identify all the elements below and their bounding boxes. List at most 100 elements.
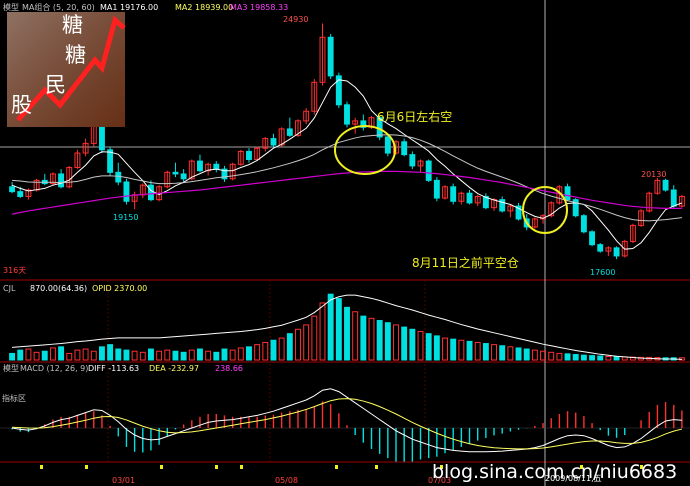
candle-body	[74, 152, 81, 169]
volume-bar	[107, 344, 114, 361]
volume-bar	[335, 298, 342, 361]
candle-body	[17, 191, 24, 197]
candle-body	[638, 210, 645, 226]
volume-bar	[188, 349, 195, 361]
volume-bar	[17, 349, 24, 361]
candle-body	[286, 128, 293, 136]
candle-body	[221, 168, 228, 180]
volume-bar	[499, 345, 506, 361]
date-tick-3: 07/03	[428, 476, 451, 485]
volume-bar	[515, 347, 522, 361]
candle-body	[572, 199, 579, 217]
volume-bar	[409, 328, 416, 361]
ma1-value: MA1 19176.00	[100, 3, 158, 12]
candle-body	[564, 186, 571, 201]
volume-bar	[450, 338, 457, 361]
indicator-tab[interactable]: 指标区	[2, 393, 26, 403]
volume-bar	[572, 354, 579, 361]
candle-body	[482, 195, 489, 209]
volume-bar	[131, 350, 138, 361]
volume-bar	[25, 348, 32, 361]
macd-dea: DEA -232.97	[149, 364, 199, 373]
volume-bar	[41, 350, 48, 361]
volume-bar	[352, 311, 359, 361]
candle-body	[311, 81, 318, 112]
volume-bar	[49, 347, 56, 361]
event-marker	[215, 465, 218, 469]
opid-line	[12, 294, 682, 360]
candle-body	[589, 231, 596, 246]
candle-body	[344, 104, 350, 125]
cjl-label: CJL	[3, 284, 16, 293]
volume-bar	[148, 348, 154, 361]
moving-average-lines	[11, 79, 683, 250]
candle-body	[262, 138, 269, 149]
macd-diff-line	[11, 388, 682, 453]
candle-body	[229, 163, 236, 180]
volume-bar	[74, 349, 81, 361]
candle-body	[254, 147, 261, 160]
volume-bar	[58, 346, 65, 361]
event-marker	[580, 465, 583, 469]
volume-bar	[613, 356, 620, 361]
volume-bar	[327, 293, 334, 361]
macd-panel	[0, 388, 690, 462]
volume-bar	[82, 348, 89, 361]
volume-bar	[556, 352, 563, 361]
volume-bar	[482, 343, 489, 361]
opid-value: OPID 2370.00	[92, 284, 147, 293]
candle-body	[295, 120, 301, 136]
volume-bar	[344, 306, 350, 361]
candle-body	[474, 195, 481, 204]
volume-bar	[597, 355, 604, 361]
candle-body	[646, 192, 653, 212]
candle-body	[433, 179, 440, 199]
candle-body	[597, 244, 604, 252]
volume-bar	[180, 351, 187, 361]
candle-body	[613, 247, 620, 257]
candle-body	[9, 186, 16, 193]
candle-body	[442, 186, 448, 199]
event-marker	[85, 465, 88, 469]
candle-body	[678, 195, 685, 207]
volume-bar	[466, 340, 473, 361]
logo-char-1: 糖	[62, 13, 83, 37]
candle-body	[409, 154, 416, 167]
high-price-label-2: 20130	[641, 170, 666, 179]
candle-body	[360, 120, 367, 128]
volume-bar	[523, 348, 530, 361]
volume-bar	[172, 350, 179, 361]
candle-body	[417, 160, 424, 167]
volume-bar	[540, 350, 546, 361]
candle-body	[148, 184, 154, 201]
ma3-value: MA3 19858.33	[230, 3, 288, 12]
candle-body	[629, 224, 636, 242]
annotation-sell-short: 6月6日左右空	[377, 109, 452, 124]
cursor-date: 2009/08/11,五	[545, 474, 602, 483]
event-marker	[640, 465, 643, 469]
high-price-label: 24930	[283, 15, 308, 24]
volume-bar	[156, 350, 163, 361]
candle-body	[393, 141, 399, 154]
low-price-label-2: 17600	[590, 268, 615, 277]
volume-bar	[221, 348, 228, 361]
volume-bar	[295, 328, 301, 361]
candle-body	[270, 138, 277, 146]
candle-body	[58, 173, 65, 188]
volume-bar	[531, 349, 538, 361]
candle-body	[654, 179, 661, 194]
ma-long-line	[11, 170, 682, 215]
days-label: 316天	[3, 266, 26, 275]
candle-body	[605, 247, 612, 252]
candle-body	[401, 141, 408, 156]
volume-bar	[425, 333, 432, 361]
volume-bar	[589, 355, 596, 361]
volume-bar	[139, 351, 146, 361]
ma-short-line	[11, 79, 683, 250]
candle-body	[458, 192, 465, 202]
volume-bar	[213, 351, 220, 361]
volume-bar	[433, 335, 440, 361]
volume-bar	[384, 322, 391, 361]
volume-bar	[417, 330, 424, 361]
